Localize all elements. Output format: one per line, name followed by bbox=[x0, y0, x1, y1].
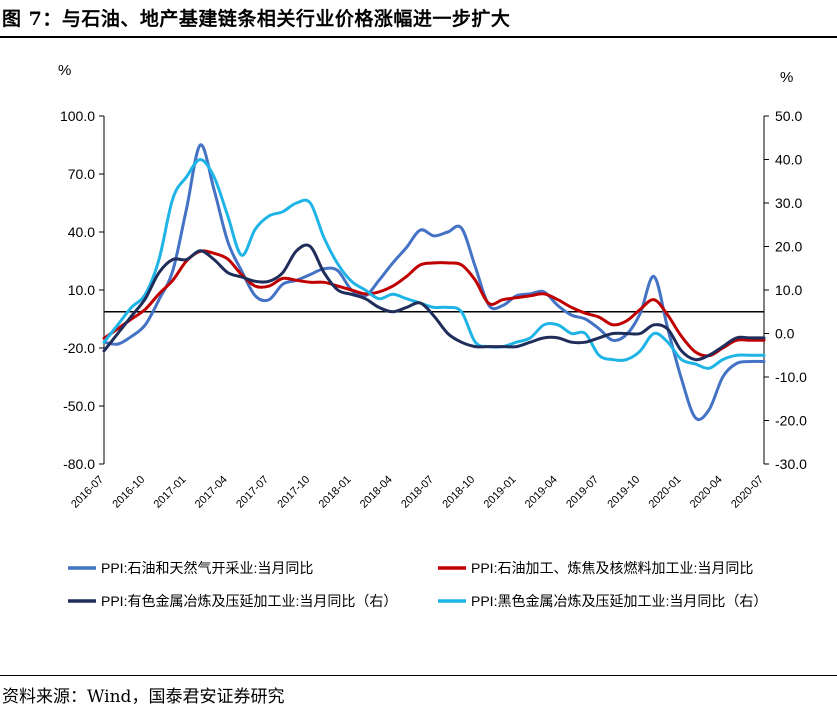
right-axis-unit: % bbox=[780, 69, 793, 86]
x-tick-label: 2019-04 bbox=[523, 474, 560, 511]
x-tick-label: 2018-07 bbox=[399, 474, 436, 511]
left-tick-label: -80.0 bbox=[63, 456, 95, 472]
x-tick-label: 2019-07 bbox=[564, 474, 601, 511]
right-tick-label: 50.0 bbox=[775, 108, 802, 124]
left-tick-label: 70.0 bbox=[68, 166, 95, 182]
x-tick-label: 2019-10 bbox=[605, 474, 642, 511]
x-tick-label: 2018-04 bbox=[358, 474, 395, 511]
left-tick-label: 10.0 bbox=[68, 282, 95, 298]
source-note: 资料来源：Wind，国泰君安证券研究 bbox=[2, 687, 285, 707]
top-rule bbox=[0, 36, 837, 38]
right-tick-label: -30.0 bbox=[775, 456, 807, 472]
x-tick-label: 2020-07 bbox=[729, 474, 766, 511]
x-axis: 2016-07 2016-10 2017-01 2017-04 2017-07 2017-… bbox=[69, 311, 766, 511]
legend-label-1: PPI:石油和天然气开采业:当月同比 bbox=[101, 560, 313, 576]
x-tick-label: 2020-01 bbox=[647, 474, 684, 511]
right-tick-label: 30.0 bbox=[775, 195, 802, 211]
right-tick-label: 10.0 bbox=[775, 282, 802, 298]
x-tick-label: 2017-07 bbox=[234, 474, 271, 511]
legend-label-4: PPI:黑色金属冶炼及压延加工业:当月同比（右） bbox=[471, 593, 767, 609]
x-tick-label: 2020-04 bbox=[688, 474, 725, 511]
right-tick-label: -20.0 bbox=[775, 413, 807, 429]
legend-label-2: PPI:石油加工、炼焦及核燃料加工业:当月同比 bbox=[471, 560, 753, 576]
x-tick-label: 2017-04 bbox=[193, 474, 230, 511]
x-tick-label: 2016-10 bbox=[110, 474, 147, 511]
series-line-2 bbox=[102, 249, 766, 358]
figure-title: 图 7：与石油、地产基建链条相关行业价格涨幅进一步扩大 bbox=[2, 8, 511, 30]
x-tick-label: 2018-10 bbox=[440, 474, 477, 511]
line-chart: % % 100.0 70.0 40.0 10.0 -20.0 -50.0 -80.0 50.… bbox=[58, 62, 807, 609]
x-tick-label: 2017-01 bbox=[152, 474, 189, 511]
legend-label-3: PPI:有色金属冶炼及压延加工业:当月同比（右） bbox=[101, 593, 397, 609]
left-tick-label: 100.0 bbox=[60, 108, 95, 124]
series-group bbox=[102, 143, 766, 422]
right-tick-label: 20.0 bbox=[775, 239, 802, 255]
series-line-4 bbox=[102, 158, 766, 370]
right-tick-label: 0.0 bbox=[775, 326, 795, 342]
left-tick-label: -20.0 bbox=[63, 340, 95, 356]
right-tick-label: 40.0 bbox=[775, 152, 802, 168]
right-axis: 50.0 40.0 30.0 20.0 10.0 0.0 -10.0 -20.0 -30.0 bbox=[763, 108, 807, 472]
x-tick-label: 2017-10 bbox=[275, 474, 312, 511]
left-tick-label: 40.0 bbox=[68, 224, 95, 240]
left-axis-unit: % bbox=[58, 62, 71, 79]
series-line-1 bbox=[102, 143, 766, 422]
right-tick-label: -10.0 bbox=[775, 369, 807, 385]
x-tick-label: 2018-01 bbox=[317, 474, 354, 511]
legend: PPI:石油和天然气开采业:当月同比 PPI:石油加工、炼焦及核燃料加工业:当月同… bbox=[68, 560, 767, 609]
bottom-rule bbox=[0, 675, 837, 676]
left-axis: 100.0 70.0 40.0 10.0 -20.0 -50.0 -80.0 bbox=[60, 108, 105, 472]
x-tick-label: 2019-01 bbox=[482, 474, 519, 511]
x-tick-label: 2016-07 bbox=[69, 474, 106, 511]
left-tick-label: -50.0 bbox=[63, 398, 95, 414]
series-line-3 bbox=[102, 243, 766, 362]
